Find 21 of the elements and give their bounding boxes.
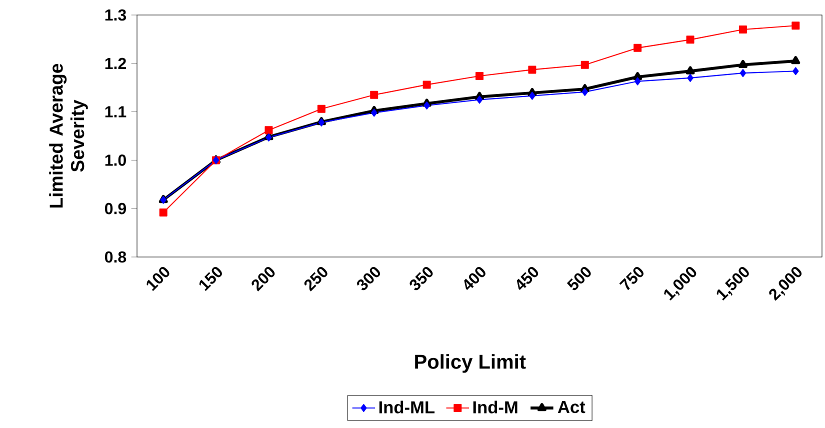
legend-label: Act <box>558 401 586 414</box>
x-tick-label: 750 <box>619 266 644 290</box>
y-tick-label: 0.9 <box>104 202 126 214</box>
legend-label: Ind-ML <box>379 400 435 414</box>
y-axis-title: Limited Average Severity <box>49 64 88 208</box>
y-tick-label: 1.0 <box>105 154 126 166</box>
y-tick-label: 1.1 <box>105 106 126 118</box>
x-tick-label: 500 <box>566 266 591 290</box>
x-tick-label: 150 <box>199 266 222 292</box>
x-tick-label: 450 <box>516 266 538 290</box>
x-tick-label: 350 <box>410 266 433 290</box>
y-tick-label: 1.3 <box>105 9 126 21</box>
y-tick-label: 1.2 <box>105 58 126 69</box>
x-tick-label: 300 <box>357 266 380 290</box>
x-axis-title: Policy Limit <box>415 354 526 373</box>
x-tick-label: 200 <box>252 266 275 292</box>
x-tick-label: 400 <box>464 266 486 290</box>
y-tick-label: 0.8 <box>104 251 126 263</box>
x-tick-label: 100 <box>146 266 170 292</box>
x-tick-label: 250 <box>304 266 328 292</box>
legend-label: Ind-M <box>473 400 518 414</box>
